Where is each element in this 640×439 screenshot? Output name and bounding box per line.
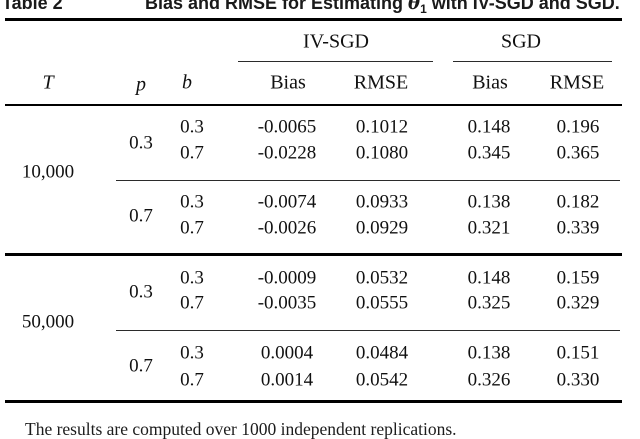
cell-sgd-rmse: 0.365 bbox=[556, 142, 600, 164]
top-rule bbox=[5, 18, 622, 21]
t-label-50000: 50,000 bbox=[21, 311, 75, 333]
column-header-b: b bbox=[182, 71, 192, 94]
cell-sgd-bias: 0.326 bbox=[467, 369, 511, 391]
cell-b: 0.7 bbox=[180, 217, 204, 239]
cell-iv-rmse: 0.1080 bbox=[355, 142, 409, 164]
group1-inner-rule bbox=[116, 180, 620, 182]
column-header-p: p bbox=[136, 73, 146, 96]
column-header-sgd-rmse: RMSE bbox=[549, 71, 605, 94]
cell-iv-bias: -0.0228 bbox=[257, 142, 317, 164]
mid-rule bbox=[5, 253, 622, 256]
cell-sgd-bias: 0.345 bbox=[467, 142, 511, 164]
table-number: Table 2 bbox=[2, 0, 63, 13]
cell-iv-bias: -0.0009 bbox=[257, 267, 317, 289]
column-group-iv-sgd: IV-SGD bbox=[303, 30, 369, 53]
cell-b: 0.7 bbox=[180, 369, 204, 391]
cell-iv-rmse: 0.0929 bbox=[355, 217, 409, 239]
cell-b: 0.3 bbox=[180, 342, 204, 364]
table-caption-line: Table 2 Bias and RMSE for Estimating θ1 … bbox=[0, 0, 640, 14]
cell-iv-bias: -0.0035 bbox=[257, 292, 317, 314]
table-title-before: Bias and RMSE for Estimating bbox=[145, 0, 409, 13]
cell-iv-bias: 0.0014 bbox=[260, 369, 314, 391]
table-footnote: The results are computed over 1000 indep… bbox=[25, 419, 457, 439]
cell-sgd-bias: 0.321 bbox=[467, 217, 511, 239]
cell-iv-rmse: 0.1012 bbox=[355, 116, 409, 138]
sgd-span-rule bbox=[453, 61, 612, 63]
table-title: Bias and RMSE for Estimating θ1 with IV-… bbox=[145, 0, 620, 14]
p-label-g1-07: 0.7 bbox=[129, 205, 153, 227]
cell-b: 0.3 bbox=[180, 267, 204, 289]
cell-sgd-rmse: 0.329 bbox=[556, 292, 600, 314]
cell-iv-bias: 0.0004 bbox=[260, 342, 314, 364]
group2-inner-rule bbox=[116, 330, 620, 332]
column-header-sgd-bias: Bias bbox=[472, 71, 508, 94]
cell-iv-rmse: 0.0555 bbox=[355, 292, 409, 314]
cell-b: 0.3 bbox=[180, 116, 204, 138]
cell-iv-rmse: 0.0484 bbox=[355, 342, 409, 364]
cell-b: 0.7 bbox=[180, 142, 204, 164]
p-label-g1-03: 0.3 bbox=[129, 132, 153, 154]
cell-sgd-bias: 0.138 bbox=[467, 342, 511, 364]
cell-iv-rmse: 0.0542 bbox=[355, 369, 409, 391]
column-header-t: T bbox=[42, 71, 54, 94]
bottom-rule bbox=[5, 400, 622, 403]
t-label-10000: 10,000 bbox=[21, 161, 75, 183]
p-label-g2-07: 0.7 bbox=[129, 355, 153, 377]
cell-sgd-rmse: 0.182 bbox=[556, 191, 600, 213]
column-group-sgd: SGD bbox=[500, 30, 542, 53]
cell-sgd-rmse: 0.330 bbox=[556, 369, 600, 391]
column-header-iv-bias: Bias bbox=[270, 71, 306, 94]
cell-iv-rmse: 0.0532 bbox=[355, 267, 409, 289]
table-caption: Table 2 Bias and RMSE for Estimating θ1 … bbox=[0, 0, 640, 14]
cell-sgd-rmse: 0.151 bbox=[556, 342, 600, 364]
cell-b: 0.3 bbox=[180, 191, 204, 213]
cell-iv-rmse: 0.0933 bbox=[355, 191, 409, 213]
cell-sgd-rmse: 0.196 bbox=[556, 116, 600, 138]
iv-sgd-span-rule bbox=[238, 61, 433, 63]
table-title-after: with IV-SGD and SGD. bbox=[426, 0, 620, 13]
cell-sgd-bias: 0.325 bbox=[467, 292, 511, 314]
cell-sgd-rmse: 0.339 bbox=[556, 217, 600, 239]
theta-symbol: θ bbox=[408, 0, 421, 14]
cell-b: 0.7 bbox=[180, 292, 204, 314]
column-header-iv-rmse: RMSE bbox=[353, 71, 409, 94]
cell-sgd-bias: 0.148 bbox=[467, 116, 511, 138]
theta-subscript: 1 bbox=[420, 2, 427, 14]
cell-sgd-rmse: 0.159 bbox=[556, 267, 600, 289]
cell-sgd-bias: 0.148 bbox=[467, 267, 511, 289]
p-label-g2-03: 0.3 bbox=[129, 281, 153, 303]
header-rule bbox=[5, 104, 622, 106]
cell-iv-bias: -0.0065 bbox=[257, 116, 317, 138]
cell-iv-bias: -0.0074 bbox=[257, 191, 317, 213]
cell-sgd-bias: 0.138 bbox=[467, 191, 511, 213]
cell-iv-bias: -0.0026 bbox=[257, 217, 317, 239]
